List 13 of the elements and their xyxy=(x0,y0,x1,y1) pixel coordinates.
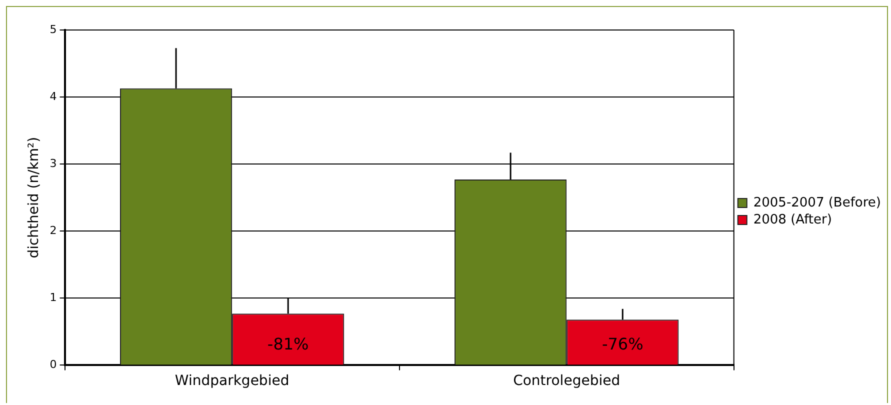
annotation: -76% xyxy=(602,334,644,354)
legend-label: 2008 (After) xyxy=(753,212,832,228)
legend-label: 2005-2007 (Before) xyxy=(753,195,881,210)
y-tick-label: 1 xyxy=(50,291,57,304)
x-tick-label: Windparkgebied xyxy=(174,373,290,390)
y-tick-label: 4 xyxy=(50,90,57,103)
y-tick-label: 0 xyxy=(50,358,57,372)
x-tick-label: Controlegebied xyxy=(513,373,620,390)
y-tick-label: 3 xyxy=(50,156,57,170)
annotation: -81% xyxy=(267,334,309,354)
y-axis-title: dichtheid (n/km²) xyxy=(26,136,42,258)
y-tick-label: 5 xyxy=(50,22,57,36)
y-tick-label: 2 xyxy=(50,224,57,237)
